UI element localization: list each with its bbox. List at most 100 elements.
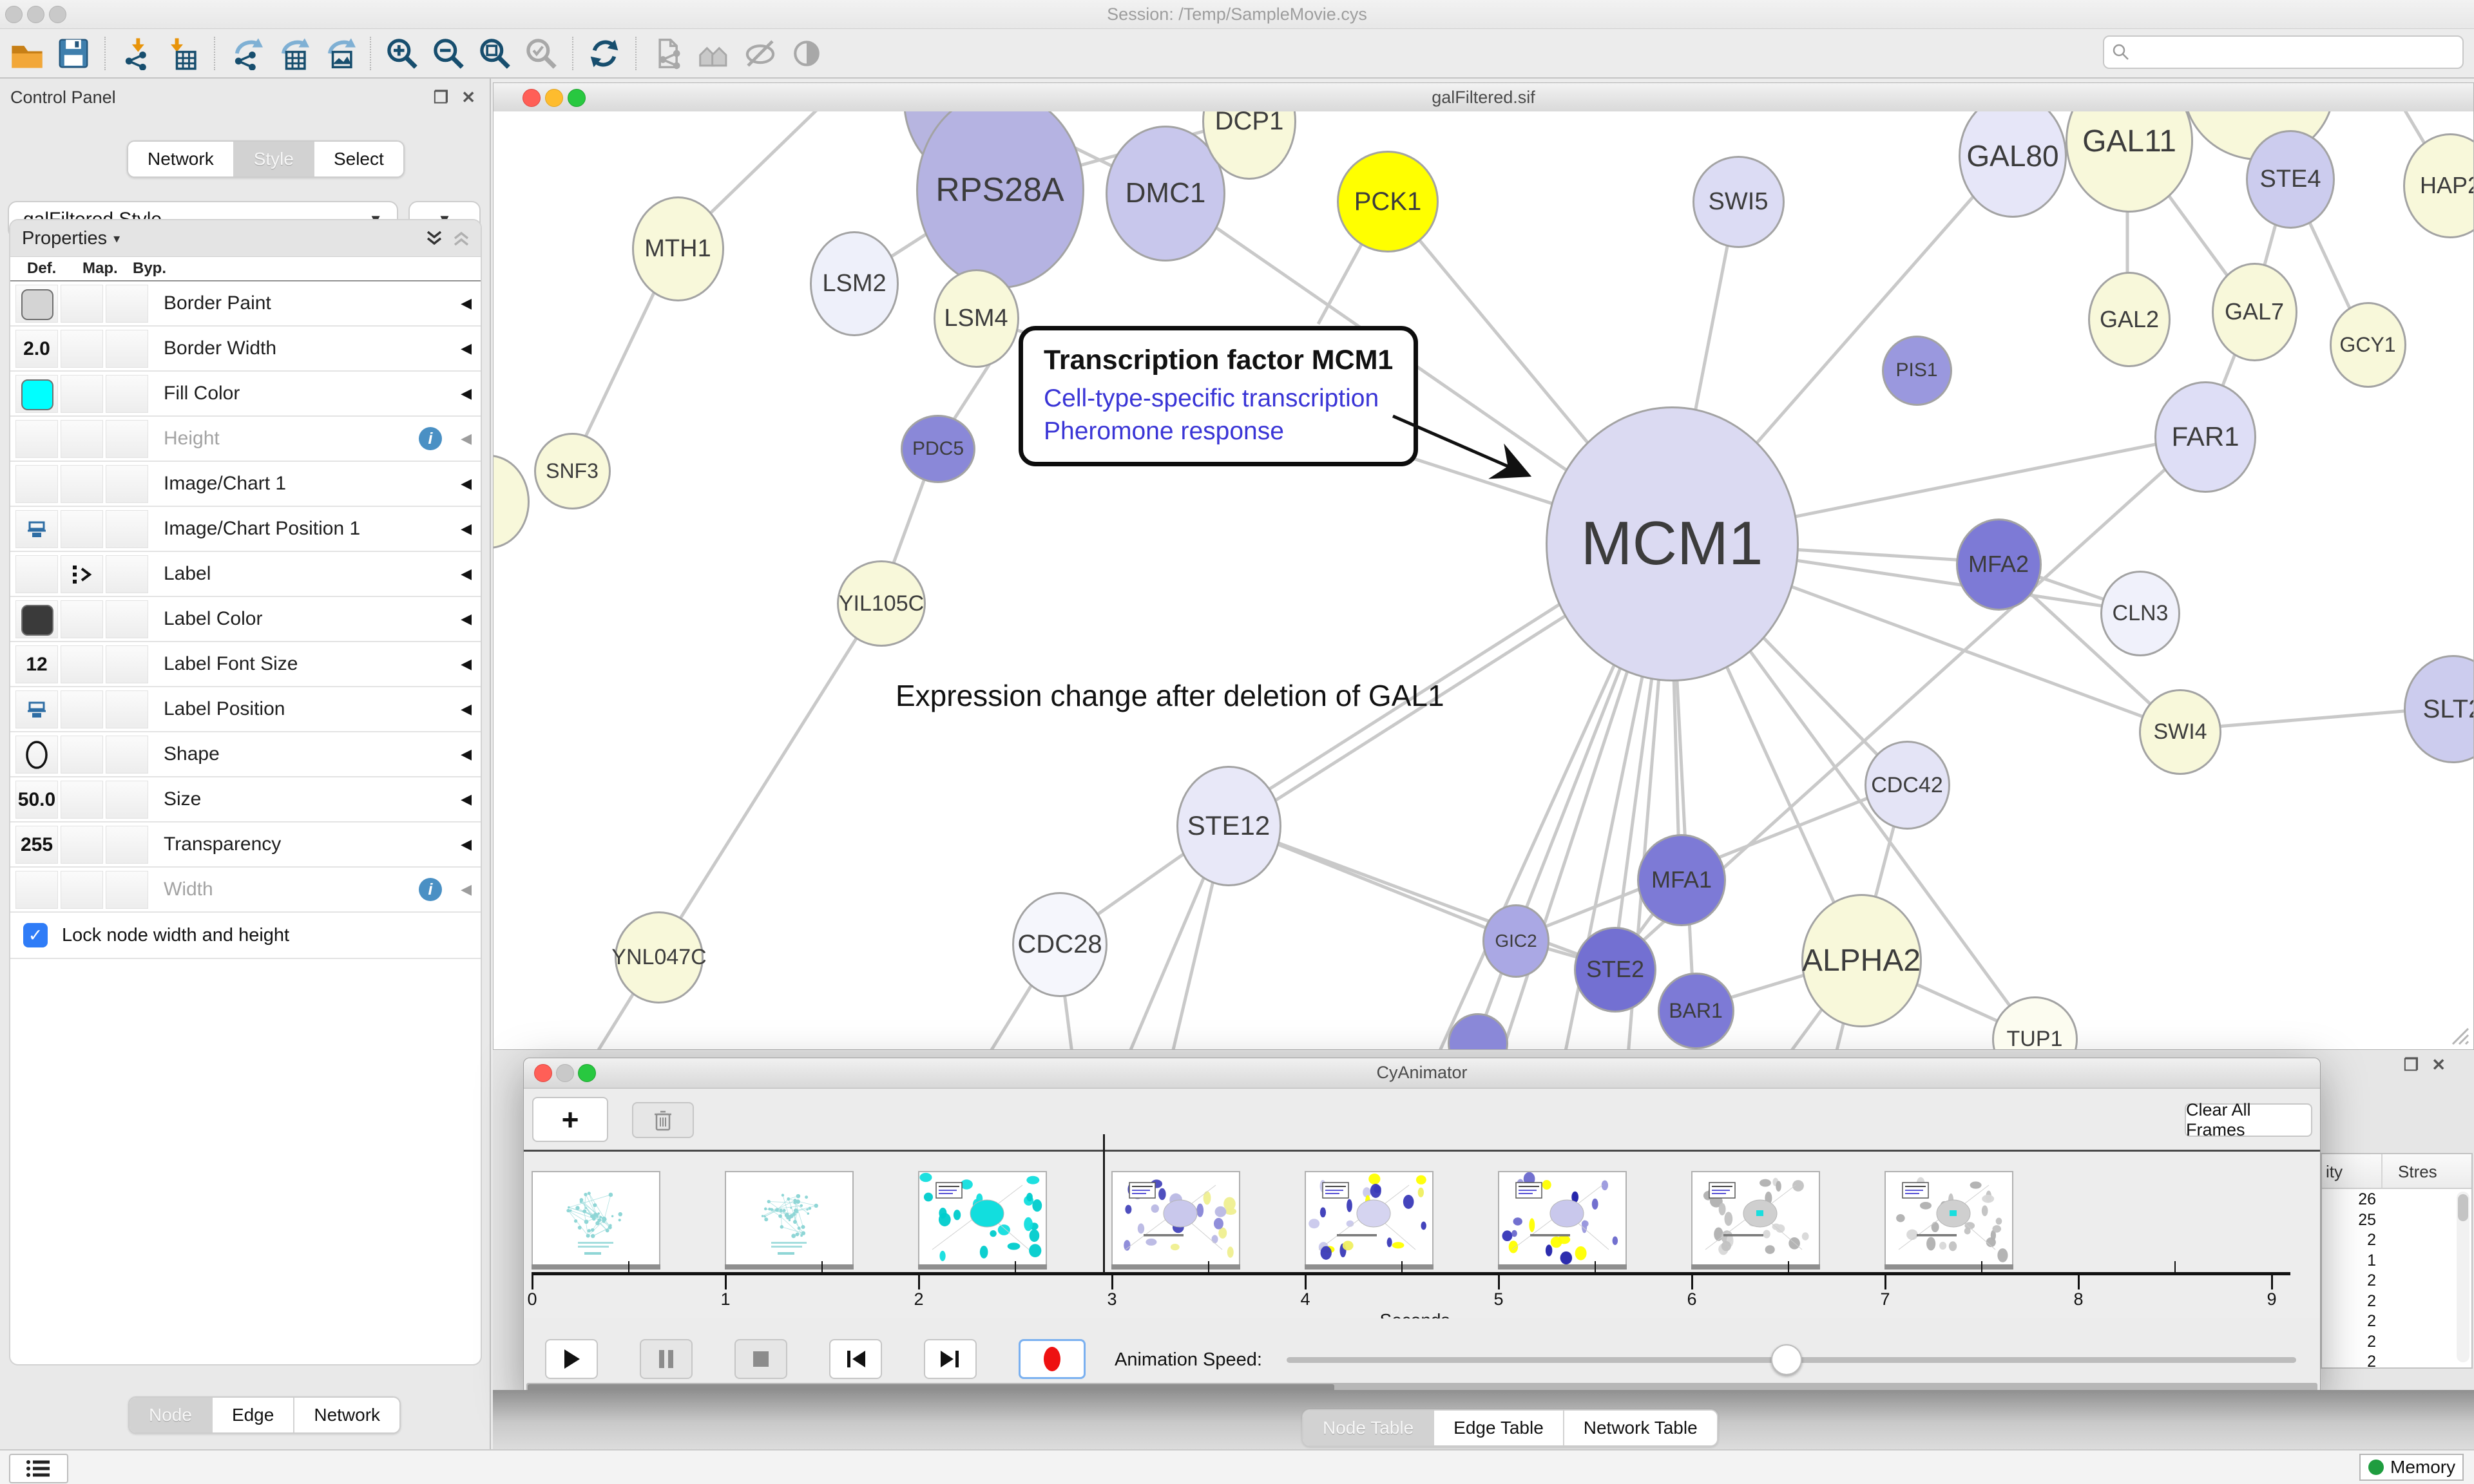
resize-grip-icon[interactable] bbox=[2446, 1022, 2469, 1045]
bypass-cell[interactable] bbox=[106, 690, 148, 728]
tab-edge[interactable]: Edge bbox=[211, 1398, 293, 1432]
network-node-cdc42[interactable]: CDC42 bbox=[1865, 741, 1950, 830]
mapping-cell[interactable] bbox=[61, 510, 103, 548]
timeline-playhead[interactable] bbox=[1103, 1134, 1105, 1273]
expand-all-icon[interactable] bbox=[424, 228, 445, 254]
network-node-gal7[interactable]: GAL7 bbox=[2212, 263, 2297, 361]
network-node-swi5[interactable]: SWI5 bbox=[1692, 156, 1785, 248]
default-value-cell[interactable]: 255 bbox=[15, 826, 58, 864]
tab-style[interactable]: Style bbox=[233, 142, 313, 176]
bypass-cell[interactable] bbox=[106, 375, 148, 413]
tab-node[interactable]: Node bbox=[129, 1398, 211, 1432]
table-row[interactable]: 2 bbox=[2322, 1351, 2471, 1372]
properties-header[interactable]: Properties ▾ bbox=[10, 220, 481, 257]
mapping-cell[interactable] bbox=[61, 600, 103, 638]
bypass-cell[interactable] bbox=[106, 555, 148, 593]
default-value-cell[interactable] bbox=[15, 285, 58, 323]
mapping-cell[interactable] bbox=[61, 285, 103, 323]
task-history-button[interactable] bbox=[9, 1454, 68, 1483]
lock-checkbox[interactable]: ✓ bbox=[23, 923, 48, 947]
cyanimator-titlebar[interactable]: CyAnimator bbox=[524, 1058, 2320, 1089]
stop-button[interactable] bbox=[734, 1339, 787, 1379]
bypass-cell[interactable] bbox=[106, 600, 148, 638]
tab-node-table[interactable]: Node Table bbox=[1303, 1411, 1433, 1445]
mapping-cell[interactable] bbox=[61, 330, 103, 368]
table-row[interactable]: 2 bbox=[2322, 1311, 2471, 1331]
network-node-ste2[interactable]: STE2 bbox=[1574, 927, 1656, 1013]
network-node-gcy1[interactable]: GCY1 bbox=[2330, 302, 2406, 388]
network-node-far1[interactable]: FAR1 bbox=[2154, 381, 2256, 493]
expand-property-icon[interactable]: ◀ bbox=[461, 462, 472, 506]
default-value-cell[interactable] bbox=[15, 690, 58, 728]
network-window-titlebar[interactable]: galFiltered.sif bbox=[494, 83, 2473, 112]
default-value-cell[interactable] bbox=[15, 375, 58, 413]
expand-property-icon[interactable]: ◀ bbox=[461, 552, 472, 596]
annotation-box[interactable]: Transcription factor MCM1 Cell-type-spec… bbox=[1019, 326, 1418, 466]
default-value-cell[interactable] bbox=[15, 871, 58, 909]
network-node-mfa1[interactable]: MFA1 bbox=[1637, 834, 1726, 926]
table-row[interactable]: 2 bbox=[2322, 1331, 2471, 1352]
property-row-fill-color[interactable]: Fill Color◀ bbox=[10, 372, 481, 417]
add-frame-button[interactable]: + bbox=[532, 1097, 608, 1142]
default-value-cell[interactable] bbox=[15, 510, 58, 548]
table-row[interactable]: 25 bbox=[2322, 1210, 2471, 1230]
mapping-cell[interactable] bbox=[61, 736, 103, 774]
save-session-icon[interactable] bbox=[54, 34, 93, 73]
table-row[interactable]: 1 bbox=[2322, 1250, 2471, 1271]
import-network-icon[interactable] bbox=[117, 34, 156, 73]
expand-property-icon[interactable]: ◀ bbox=[461, 281, 472, 325]
bypass-cell[interactable] bbox=[106, 736, 148, 774]
table-scrollbar[interactable] bbox=[2457, 1192, 2469, 1362]
bypass-cell[interactable] bbox=[106, 871, 148, 909]
import-table-icon[interactable] bbox=[164, 34, 202, 73]
play-button[interactable] bbox=[545, 1339, 598, 1379]
network-node-snf3[interactable]: SNF3 bbox=[534, 433, 611, 509]
network-canvas[interactable]: Expression change after deletion of GAL1… bbox=[494, 111, 2473, 1049]
network-node-bar1[interactable]: BAR1 bbox=[1658, 973, 1734, 1049]
bypass-cell[interactable] bbox=[106, 645, 148, 683]
record-button[interactable] bbox=[1019, 1339, 1086, 1379]
default-value-cell[interactable] bbox=[15, 736, 58, 774]
refresh-layout-icon[interactable] bbox=[585, 34, 624, 73]
float-panel-icon[interactable]: ❐ bbox=[2404, 1055, 2419, 1075]
close-panel-icon[interactable]: ✕ bbox=[2431, 1055, 2446, 1075]
network-node-ynl047c[interactable]: YNL047C bbox=[615, 911, 704, 1004]
default-value-cell[interactable] bbox=[15, 420, 58, 458]
network-node-lsm2[interactable]: LSM2 bbox=[810, 231, 899, 336]
network-node-ste4[interactable]: STE4 bbox=[2246, 130, 2335, 229]
zoom-in-icon[interactable] bbox=[383, 34, 421, 73]
mapping-cell[interactable] bbox=[61, 826, 103, 864]
expand-property-icon[interactable]: ◀ bbox=[461, 417, 472, 461]
timeline-frame-2s[interactable] bbox=[918, 1171, 1047, 1266]
bypass-cell[interactable] bbox=[106, 285, 148, 323]
tab-network-table[interactable]: Network Table bbox=[1563, 1411, 1717, 1445]
network-node-pck1[interactable]: PCK1 bbox=[1337, 151, 1439, 252]
mapping-cell[interactable] bbox=[61, 690, 103, 728]
mapping-cell[interactable] bbox=[61, 781, 103, 819]
clear-all-frames-button[interactable]: Clear All Frames bbox=[2185, 1103, 2312, 1137]
table-row[interactable]: 2 bbox=[2322, 1291, 2471, 1311]
expand-property-icon[interactable]: ◀ bbox=[461, 642, 472, 686]
frames-timeline[interactable]: 0123456789Seconds bbox=[524, 1152, 2320, 1318]
column-divider[interactable] bbox=[2381, 1154, 2383, 1188]
network-node-lsm4[interactable]: LSM4 bbox=[934, 269, 1019, 368]
mapping-cell[interactable] bbox=[61, 420, 103, 458]
expand-property-icon[interactable]: ◀ bbox=[461, 507, 472, 551]
bypass-cell[interactable] bbox=[106, 510, 148, 548]
network-node-pis1[interactable]: PIS1 bbox=[1882, 336, 1952, 406]
network-node-alpha2[interactable]: ALPHA2 bbox=[1801, 894, 1922, 1027]
open-session-icon[interactable] bbox=[8, 34, 46, 73]
table-row[interactable]: 2 bbox=[2322, 1270, 2471, 1291]
pause-button[interactable] bbox=[640, 1339, 693, 1379]
property-row-label[interactable]: Label◀ bbox=[10, 552, 481, 597]
table-row[interactable]: 26 bbox=[2322, 1189, 2471, 1210]
mapping-cell[interactable] bbox=[61, 465, 103, 503]
timeline-frame-1s[interactable] bbox=[725, 1171, 854, 1266]
speed-slider-handle[interactable] bbox=[1771, 1344, 1802, 1375]
network-node-swi4[interactable]: SWI4 bbox=[2139, 689, 2221, 775]
